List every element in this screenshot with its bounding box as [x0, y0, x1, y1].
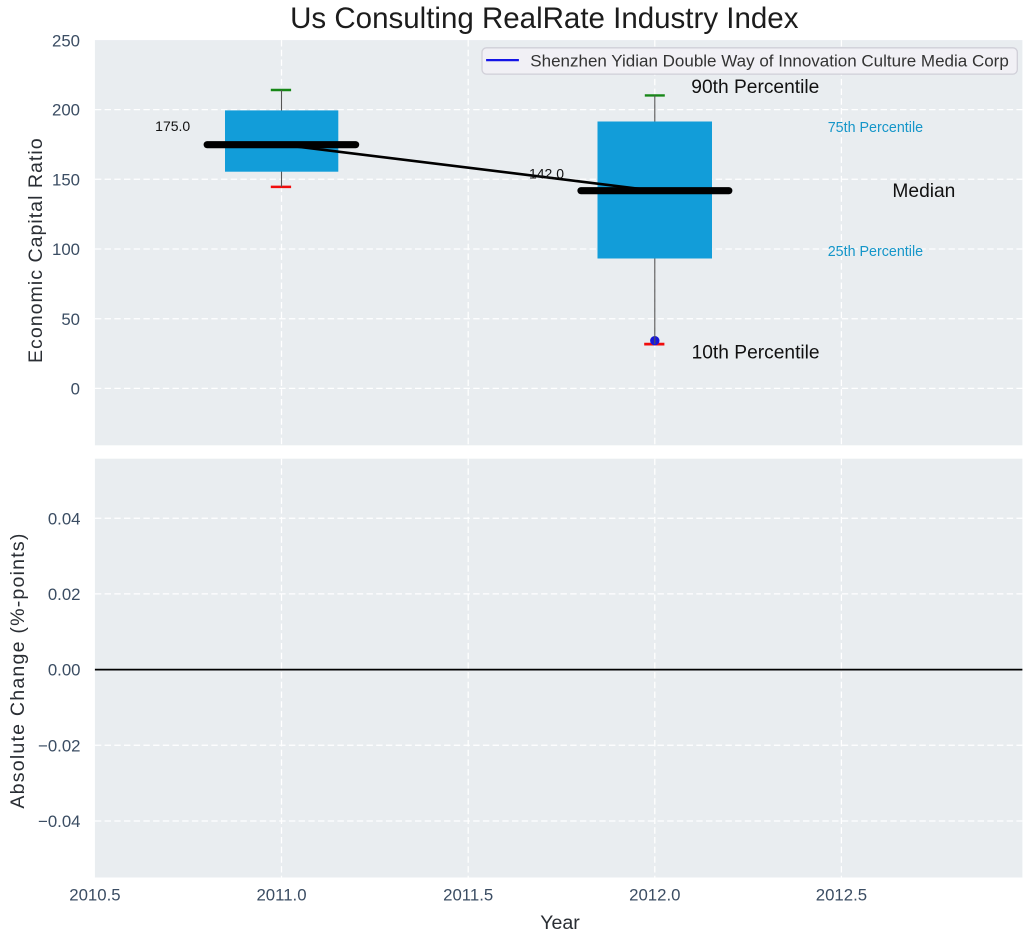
svg-text:2011.5: 2011.5 — [443, 886, 493, 905]
svg-text:2011.0: 2011.0 — [256, 886, 306, 905]
svg-text:Shenzhen Yidian Double Way of: Shenzhen Yidian Double Way of Innovation… — [530, 51, 1009, 70]
svg-text:10th Percentile: 10th Percentile — [692, 342, 820, 363]
svg-text:2010.5: 2010.5 — [69, 886, 120, 905]
svg-text:75th Percentile: 75th Percentile — [828, 120, 923, 136]
svg-text:−0.02: −0.02 — [38, 736, 80, 755]
svg-text:100: 100 — [52, 240, 80, 259]
svg-text:Us Consulting RealRate Industr: Us Consulting RealRate Industry Index — [290, 2, 799, 35]
svg-text:0.02: 0.02 — [48, 585, 81, 604]
svg-text:90th Percentile: 90th Percentile — [691, 77, 819, 98]
svg-text:200: 200 — [52, 101, 80, 120]
svg-text:150: 150 — [52, 170, 80, 189]
svg-text:Year: Year — [540, 912, 580, 934]
svg-text:142.0: 142.0 — [529, 166, 564, 182]
svg-text:175.0: 175.0 — [155, 118, 190, 134]
svg-text:2012.5: 2012.5 — [816, 886, 867, 905]
svg-text:0.00: 0.00 — [48, 661, 81, 680]
svg-text:Median: Median — [892, 181, 955, 202]
svg-text:Economic Capital Ratio: Economic Capital Ratio — [25, 137, 47, 363]
svg-text:50: 50 — [61, 310, 80, 329]
svg-text:Absolute Change (%-points): Absolute Change (%-points) — [7, 532, 29, 808]
svg-text:0.04: 0.04 — [48, 509, 81, 528]
svg-text:250: 250 — [52, 31, 80, 50]
svg-text:0: 0 — [71, 380, 80, 399]
svg-text:−0.04: −0.04 — [38, 812, 80, 831]
svg-text:2012.0: 2012.0 — [629, 886, 680, 905]
svg-text:25th Percentile: 25th Percentile — [828, 244, 923, 260]
